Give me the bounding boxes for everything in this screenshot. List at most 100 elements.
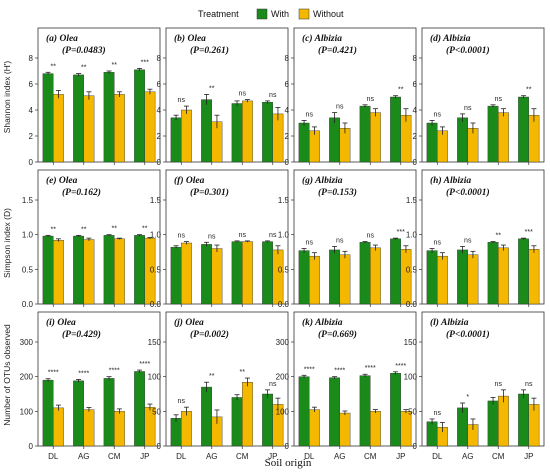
y-tick-label: 2 [413,132,418,141]
significance-label: ** [112,226,118,233]
significance-label: ** [81,226,87,233]
bar-without-CM [114,238,125,305]
bar-without-DL [53,240,64,305]
panel-f: (f) Olea(P=0.301) 0.0 0.5 1.0 1.5 ns ns ns ns [150,169,289,309]
x-tick-label: DL [304,452,315,461]
significance-label: ns [434,240,442,247]
bar-with-AG [329,117,340,163]
x-tick-label: DL [176,452,187,461]
panel-d: (d) Albizia(P<0.0001) 0 2 4 6 8 ns ns ns ** [413,27,545,167]
significance-label: ** [142,226,148,233]
bar-with-JP [518,393,529,447]
bar-with-JP [134,235,145,305]
panel-title-pvalue: (P<0.0001) [446,329,490,340]
y-tick-label: 150 [148,338,162,347]
significance-label: **** [395,363,406,370]
bar-with-AG [73,235,84,305]
bar-with-AG [329,377,340,447]
bar-with-AG [457,249,468,305]
panel-e: (e) Olea(P=0.162) 0.0 0.5 1.0 1.5 ** ** ** ** [22,169,161,309]
significance-label: ** [526,87,532,94]
x-tick-label: AG [206,452,218,461]
y-tick-label: 1.5 [278,196,290,205]
y-tick-label: 1.0 [22,231,34,240]
significance-label: ns [495,381,503,388]
significance-label: ns [434,111,442,118]
y-tick-label: 8 [157,54,162,63]
panel-title-species: (k) Albizia [302,317,343,328]
bar-with-JP [390,238,401,305]
x-tick-label: DL [48,452,59,461]
bar-without-DL [181,411,192,447]
bar-with-AG [201,244,212,305]
bar-without-CM [242,100,253,163]
panel-title-species: (e) Olea [46,175,78,186]
legend-swatch-with [256,8,268,20]
bar-without-CM [370,411,381,447]
bar-without-AG [83,95,95,163]
significance-label: ns [495,96,503,103]
bar-without-AG [83,409,95,447]
bar-without-JP [144,91,156,163]
bar-without-DL [181,109,192,163]
y-tick-label: 2 [29,132,34,141]
y-tick-label: 1.0 [406,231,418,240]
y-tick-label: 1.0 [278,231,290,240]
y-tick-label: 0.5 [22,265,34,274]
y-tick-label: 2 [157,132,162,141]
bar-with-DL [298,250,310,305]
y-axis-title-simpson: Simpson index (D) [2,208,12,278]
x-tick-label: DL [432,452,443,461]
y-tick-label: 0 [413,158,418,167]
panel-h: (h) Albizia(P<0.0001)0.00.51.01.5ns ns** *… [406,169,545,309]
panel-title-pvalue: (P<0.0001) [446,187,490,198]
panel-title-pvalue: (P=0.153) [318,187,357,198]
significance-label: ns [306,240,314,247]
bar-with-AG [329,249,340,305]
y-tick-label: 1.5 [150,196,162,205]
bar-with-AG [201,386,212,447]
y-tick-label: 6 [157,80,162,89]
panel-title-species: (h) Albizia [430,175,471,186]
bar-without-DL [437,255,448,305]
y-tick-label: 4 [413,106,418,115]
bar-with-AG [457,117,468,163]
bar-without-CM [242,382,253,447]
y-tick-label: 300 [20,338,34,347]
x-tick-label: AG [78,452,90,461]
significance-label: *** [525,229,533,236]
bar-without-JP [272,249,284,305]
significance-label: ** [496,233,502,240]
bar-with-JP [262,101,273,163]
bar-with-CM [231,397,243,447]
bar-with-CM [231,103,243,163]
panel-title-species: (l) Albizia [430,317,469,328]
significance-label: ns [367,233,375,240]
panel-c: (c) Albizia(P=0.421) 0 2 4 6 8 ns ns ns ** [285,27,417,167]
y-tick-label: 200 [276,373,290,382]
y-tick-label: 100 [276,407,290,416]
bar-with-DL [42,235,54,305]
y-tick-label: 0 [413,442,418,451]
bar-with-CM [359,242,371,305]
bar-with-DL [426,122,438,163]
bar-without-JP [272,113,284,163]
bar-with-JP [518,96,529,163]
x-axis-title: Soil origin [265,457,312,469]
panel-l: (l) Albizia(P<0.0001) 0 50 100 150 ns DL * AG ns C… [404,311,545,461]
bar-without-CM [498,112,509,163]
bar-with-CM [103,378,115,447]
bar-with-DL [298,376,310,447]
y-tick-label: 8 [413,54,418,63]
y-tick-label: 0.0 [150,300,162,309]
y-tick-label: 150 [404,338,418,347]
bar-with-JP [134,69,145,163]
significance-label: ** [209,373,215,380]
y-tick-label: 200 [20,373,34,382]
y-tick-label: 100 [20,407,34,416]
x-tick-label: JP [524,452,533,461]
y-tick-label: 1.5 [22,196,34,205]
y-tick-label: 0 [157,442,162,451]
panel-title-pvalue: (P=0.162) [62,187,101,198]
